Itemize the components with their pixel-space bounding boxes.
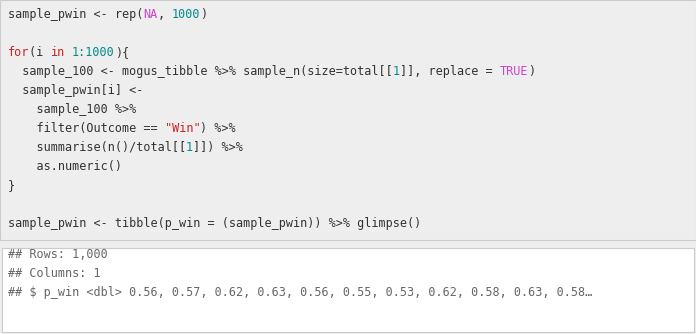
Text: ]], replace =: ]], replace = [400, 65, 500, 78]
Text: ]]) %>%: ]]) %>% [193, 141, 243, 154]
Text: ): ) [200, 8, 207, 21]
Text: ) %>%: ) %>% [200, 122, 236, 135]
Text: filter(Outcome ==: filter(Outcome == [8, 122, 165, 135]
Text: 1: 1 [186, 141, 193, 154]
Bar [2, 248, 694, 332]
Text: sample_100 %>%: sample_100 %>% [8, 103, 136, 116]
Text: TRUE: TRUE [500, 65, 528, 78]
Text: in: in [51, 46, 65, 59]
Text: sample_pwin[i] <-: sample_pwin[i] <- [8, 84, 143, 97]
Text: ## Columns: 1: ## Columns: 1 [8, 267, 101, 280]
Text: sample_pwin <- tibble(p_win = (sample_pwin)) %>% glimpse(): sample_pwin <- tibble(p_win = (sample_pw… [8, 217, 421, 230]
Text: 1: 1 [393, 65, 400, 78]
Text: ## $ p_win <dbl> 0.56, 0.57, 0.62, 0.63, 0.56, 0.55, 0.53, 0.62, 0.58, 0.63, 0.5: ## $ p_win <dbl> 0.56, 0.57, 0.62, 0.63,… [8, 286, 592, 299]
Text: summarise(n()/total[[: summarise(n()/total[[ [8, 141, 186, 154]
Text: ){: ){ [115, 46, 129, 59]
Text: ## Rows: 1,000: ## Rows: 1,000 [8, 248, 108, 261]
Text: 1:1000: 1:1000 [72, 46, 115, 59]
Text: for: for [8, 46, 29, 59]
Text: sample_pwin <- rep(: sample_pwin <- rep( [8, 8, 143, 21]
Text: ): ) [528, 65, 535, 78]
Text: as.numeric(): as.numeric() [8, 160, 122, 173]
Text: NA: NA [143, 8, 157, 21]
Text: 1000: 1000 [172, 8, 200, 21]
Text: (i: (i [29, 46, 51, 59]
Text: "Win": "Win" [165, 122, 200, 135]
Text: ,: , [157, 8, 172, 21]
Bar [0, 0, 696, 240]
Text: sample_100 <- mogus_tibble %>% sample_n(size=total[[: sample_100 <- mogus_tibble %>% sample_n(… [8, 65, 393, 78]
Text: }: } [8, 179, 15, 192]
